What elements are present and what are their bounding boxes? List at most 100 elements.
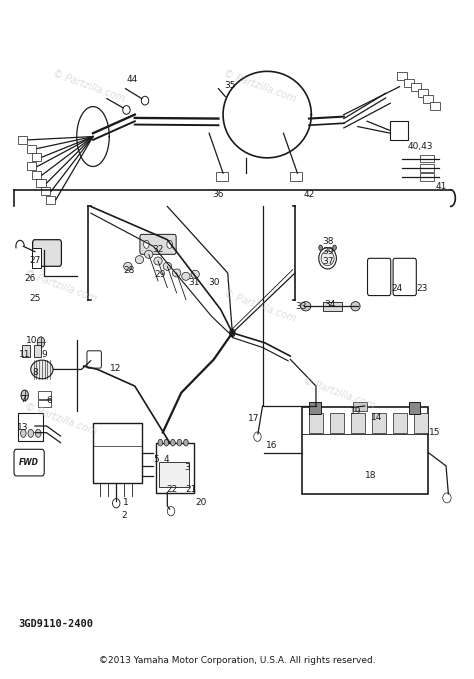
Text: 15: 15 <box>428 428 440 437</box>
Text: 6: 6 <box>46 397 52 405</box>
Bar <box>414 413 428 433</box>
Ellipse shape <box>124 262 132 270</box>
Ellipse shape <box>177 439 182 446</box>
Bar <box>18 136 27 144</box>
Bar <box>423 95 433 103</box>
Ellipse shape <box>141 96 149 105</box>
Ellipse shape <box>443 493 451 503</box>
Bar <box>32 248 41 268</box>
Ellipse shape <box>36 429 41 437</box>
Bar <box>27 145 36 153</box>
Text: 35: 35 <box>224 81 236 90</box>
Text: 29: 29 <box>155 270 166 279</box>
Bar <box>93 422 142 483</box>
Text: 26: 26 <box>25 274 36 282</box>
Ellipse shape <box>163 262 172 270</box>
Bar <box>18 413 43 441</box>
Bar <box>323 301 341 311</box>
Ellipse shape <box>171 439 175 446</box>
Text: 30: 30 <box>208 278 219 287</box>
Text: FWD: FWD <box>19 458 39 467</box>
Text: 34: 34 <box>324 300 336 310</box>
Ellipse shape <box>145 251 153 258</box>
Text: 16: 16 <box>266 441 278 450</box>
Ellipse shape <box>167 507 175 516</box>
Text: 17: 17 <box>247 414 259 422</box>
Bar <box>420 173 434 181</box>
Bar <box>27 162 36 170</box>
Ellipse shape <box>167 240 173 249</box>
Bar <box>353 402 367 411</box>
Bar <box>372 413 386 433</box>
Text: 32: 32 <box>152 244 164 253</box>
Ellipse shape <box>135 256 144 263</box>
FancyBboxPatch shape <box>33 240 62 266</box>
Text: 41: 41 <box>436 182 447 191</box>
Text: 8: 8 <box>32 368 38 378</box>
Bar <box>393 413 407 433</box>
Bar <box>159 462 189 488</box>
Bar <box>32 171 41 179</box>
Text: © Partzilla.com: © Partzilla.com <box>223 289 298 324</box>
FancyBboxPatch shape <box>87 351 101 368</box>
Bar <box>155 443 194 492</box>
Text: 33: 33 <box>295 301 307 311</box>
Ellipse shape <box>154 257 162 265</box>
Ellipse shape <box>319 248 337 269</box>
Text: 19: 19 <box>350 407 361 416</box>
FancyBboxPatch shape <box>14 449 44 476</box>
Bar <box>430 102 440 110</box>
Bar <box>390 122 408 140</box>
Bar <box>330 413 344 433</box>
Ellipse shape <box>254 432 261 441</box>
Bar <box>411 84 421 91</box>
Bar <box>32 153 41 161</box>
Ellipse shape <box>183 439 188 446</box>
Ellipse shape <box>20 429 26 437</box>
Bar <box>404 79 414 87</box>
Bar <box>216 172 228 181</box>
Text: 39: 39 <box>322 247 333 256</box>
Ellipse shape <box>123 106 130 114</box>
Ellipse shape <box>321 251 334 265</box>
Text: © Partzilla.com: © Partzilla.com <box>51 69 126 105</box>
Text: 14: 14 <box>371 413 382 422</box>
Text: 38: 38 <box>322 236 333 246</box>
Text: 2: 2 <box>122 511 128 520</box>
Ellipse shape <box>191 270 200 278</box>
Text: 20: 20 <box>195 498 207 507</box>
Ellipse shape <box>351 301 360 311</box>
Text: 11: 11 <box>18 350 30 359</box>
Text: 9: 9 <box>41 350 47 359</box>
Ellipse shape <box>112 498 120 508</box>
Text: 36: 36 <box>213 190 224 199</box>
Ellipse shape <box>164 439 169 446</box>
Bar <box>420 155 434 162</box>
Text: 3GD9110-2400: 3GD9110-2400 <box>18 619 94 629</box>
Ellipse shape <box>319 245 322 251</box>
FancyBboxPatch shape <box>140 234 176 255</box>
Ellipse shape <box>182 272 190 280</box>
Text: 4: 4 <box>164 455 169 464</box>
Ellipse shape <box>158 439 163 446</box>
Bar <box>302 407 428 494</box>
Bar <box>309 413 323 433</box>
Bar <box>36 179 46 187</box>
Bar <box>34 345 41 356</box>
Text: 1: 1 <box>123 498 128 507</box>
Text: © Partzilla.com: © Partzilla.com <box>23 402 98 437</box>
Ellipse shape <box>301 301 311 311</box>
Ellipse shape <box>173 269 181 277</box>
Ellipse shape <box>37 337 45 348</box>
Text: ©2013 Yamaha Motor Corporation, U.S.A. All rights reserved.: ©2013 Yamaha Motor Corporation, U.S.A. A… <box>99 656 375 665</box>
Bar <box>351 413 365 433</box>
Text: 22: 22 <box>166 485 178 494</box>
Text: 5: 5 <box>153 455 159 464</box>
Text: © Partzilla.com: © Partzilla.com <box>23 269 98 304</box>
Text: 21: 21 <box>186 485 197 494</box>
Bar <box>22 345 30 356</box>
Bar <box>41 187 50 195</box>
Ellipse shape <box>229 329 235 337</box>
Bar <box>46 196 55 204</box>
Text: © Partzilla.com: © Partzilla.com <box>223 69 298 105</box>
